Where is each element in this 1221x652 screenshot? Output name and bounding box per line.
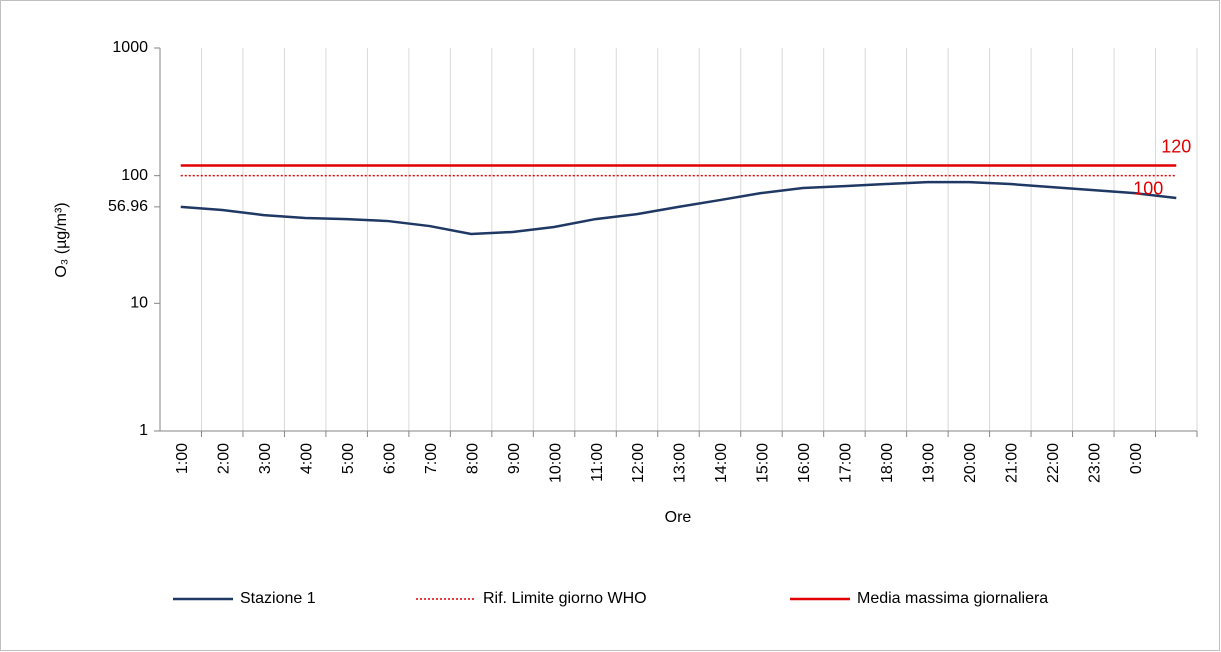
x-tick-label: 1:00 [174,443,191,474]
x-tick-label: 18:00 [879,443,896,483]
x-tick-label: 22:00 [1045,443,1062,483]
x-tick-label: 12:00 [630,443,647,483]
legend-label: Media massima giornaliera [857,590,1048,607]
legend-label: Stazione 1 [240,590,316,607]
data-label: 100 [1133,178,1163,198]
y-tick-label: 100 [121,167,148,184]
x-tick-label: 17:00 [838,443,855,483]
x-tick-label: 16:00 [796,443,813,483]
x-tick-label: 4:00 [298,443,315,474]
y-tick-label: 56.96 [108,198,148,215]
x-tick-label: 19:00 [921,443,938,483]
x-tick-label: 8:00 [464,443,481,474]
y-tick-label: 10 [130,295,148,312]
x-tick-label: 6:00 [381,443,398,474]
x-tick-label: 5:00 [340,443,357,474]
x-tick-label: 7:00 [423,443,440,474]
data-label: 120 [1161,136,1191,156]
y-tick-label: 1 [139,422,148,439]
y-axis-label: O₃ (µg/m³) [53,202,70,277]
x-tick-label: 15:00 [755,443,772,483]
x-tick-label: 14:00 [713,443,730,483]
x-tick-label: 2:00 [215,443,232,474]
x-tick-label: 3:00 [257,443,274,474]
x-tick-label: 0:00 [1128,443,1145,474]
x-tick-label: 11:00 [589,443,606,482]
x-axis-label: Ore [665,509,692,526]
x-tick-label: 21:00 [1004,443,1021,483]
x-tick-label: 23:00 [1087,443,1104,483]
legend-label: Rif. Limite giorno WHO [483,590,647,607]
y-tick-label: 1000 [112,39,148,56]
x-tick-label: 9:00 [506,443,523,474]
x-tick-label: 13:00 [672,443,689,483]
x-tick-label: 20:00 [962,443,979,483]
series-line [180,180,1177,236]
x-tick-label: 10:00 [547,443,564,483]
